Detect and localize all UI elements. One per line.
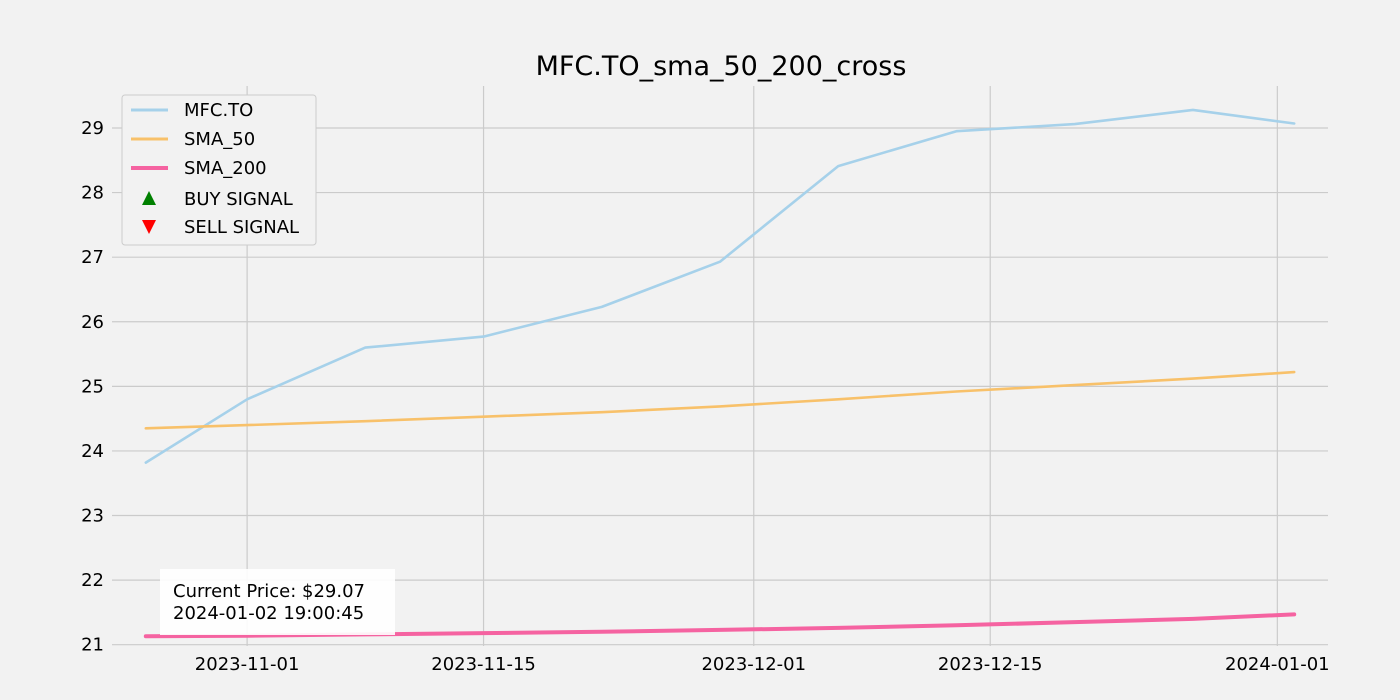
sell-signal-marker-icon [142, 220, 156, 234]
y-tick-label: 21 [81, 635, 104, 656]
buy-signal-marker-icon [142, 191, 156, 205]
legend-label-sma50: SMA_50 [184, 129, 255, 150]
y-tick-label: 23 [81, 506, 104, 527]
legend: MFC.TO SMA_50 SMA_200 BUY SIGNAL SELL SI… [121, 94, 317, 246]
current-price-timestamp: 2024-01-02 19:00:45 [173, 603, 364, 624]
chart-title: MFC.TO_sma_50_200_cross [536, 51, 907, 82]
y-tick-labels: 21 22 23 24 25 26 27 28 29 [81, 118, 104, 656]
y-tick-label: 22 [81, 570, 104, 591]
series-line-sma50 [144, 370, 1296, 430]
current-price-text: Current Price: $29.07 [173, 581, 365, 602]
legend-label-mfc: MFC.TO [184, 100, 253, 121]
legend-label-sma200: SMA_200 [184, 158, 267, 179]
x-tick-label: 2023-12-15 [938, 654, 1043, 675]
x-tick-labels: 2023-11-01 2023-11-15 2023-12-01 2023-12-15… [195, 654, 1330, 675]
series-line-mfc [144, 108, 1296, 464]
legend-box [121, 94, 317, 246]
y-tick-label: 24 [81, 441, 104, 462]
current-price-box: Current Price: $29.07 2024-01-02 19:00:4… [160, 569, 395, 635]
legend-label-sell: SELL SIGNAL [184, 217, 299, 238]
legend-label-buy: BUY SIGNAL [184, 189, 293, 210]
x-tick-label: 2024-01-01 [1225, 654, 1330, 675]
y-tick-label: 25 [81, 376, 104, 397]
y-tick-label: 29 [81, 118, 104, 139]
x-gridlines [246, 86, 1278, 646]
y-tick-label: 26 [81, 312, 104, 333]
y-tick-label: 28 [81, 183, 104, 204]
current-price-box-bg [160, 569, 395, 635]
x-tick-label: 2023-11-15 [431, 654, 536, 675]
y-tick-label: 27 [81, 247, 104, 268]
x-tick-label: 2023-12-01 [701, 654, 806, 675]
x-tick-label: 2023-11-01 [195, 654, 300, 675]
